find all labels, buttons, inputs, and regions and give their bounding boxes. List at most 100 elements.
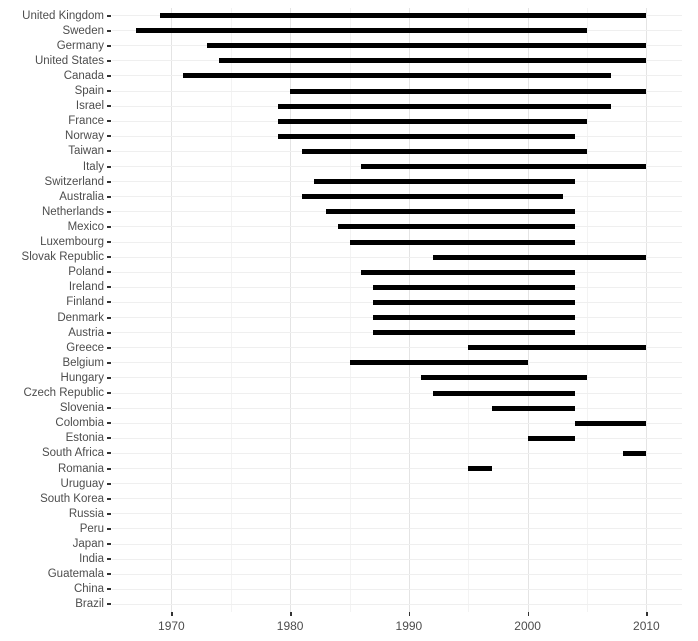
row-gridline <box>112 483 682 485</box>
row-gridline <box>112 558 682 560</box>
country-label: Poland <box>68 266 104 279</box>
range-bar <box>313 179 576 185</box>
country-label: Greece <box>66 341 104 354</box>
y-tick-mark <box>107 422 111 425</box>
country-label: Romania <box>57 462 104 475</box>
x-tick-mark <box>290 612 292 616</box>
row-gridline <box>112 573 682 575</box>
country-label: Hungary <box>60 371 104 384</box>
x-gridline-minor <box>349 8 351 612</box>
plot-panel <box>112 8 682 612</box>
country-label: Japan <box>72 538 104 551</box>
range-bar <box>278 133 576 139</box>
range-bar <box>183 73 611 79</box>
country-label: Austria <box>68 326 104 339</box>
y-tick-mark <box>107 512 111 515</box>
y-tick-mark <box>107 241 111 244</box>
x-gridline-minor <box>587 8 588 612</box>
range-bar <box>278 103 611 109</box>
y-tick-mark <box>107 14 111 17</box>
row-gridline <box>112 513 682 515</box>
range-bar <box>492 405 576 411</box>
range-bar <box>432 254 647 260</box>
y-tick-mark <box>107 120 111 123</box>
y-tick-mark <box>107 346 111 349</box>
y-tick-mark <box>107 452 111 455</box>
range-bar <box>278 118 587 124</box>
range-bar <box>373 299 576 305</box>
row-gridline <box>112 603 682 605</box>
y-tick-mark <box>107 74 111 77</box>
y-tick-mark <box>107 29 111 32</box>
country-label: Sweden <box>62 24 104 37</box>
row-gridline <box>112 452 682 454</box>
y-tick-mark <box>107 225 111 228</box>
y-tick-mark <box>107 588 111 591</box>
y-axis: United Kingdom Sweden Germany United States… <box>0 8 104 612</box>
y-tick-mark <box>107 437 111 440</box>
x-axis: 1970 1980 1990 2000 2010 <box>0 612 698 641</box>
y-tick-mark <box>107 392 111 395</box>
y-tick-mark <box>107 301 111 304</box>
y-tick-mark <box>107 361 111 364</box>
y-tick-mark <box>107 195 111 198</box>
y-tick-mark <box>107 90 111 93</box>
x-gridline-minor <box>230 8 232 612</box>
country-label: Guatemala <box>47 568 104 581</box>
row-gridline <box>112 437 682 439</box>
country-label: Peru <box>79 522 104 535</box>
x-tick-mark <box>171 612 173 616</box>
y-tick-mark <box>107 271 111 274</box>
range-bar <box>373 315 576 321</box>
country-label: China <box>73 583 104 596</box>
country-label: Colombia <box>55 417 104 430</box>
country-label: France <box>68 115 104 128</box>
y-tick-mark <box>107 603 111 606</box>
country-label: Uruguay <box>60 477 104 490</box>
x-tick-mark <box>527 612 530 616</box>
y-tick-mark <box>107 210 111 213</box>
y-tick-mark <box>107 467 111 470</box>
row-gridline <box>112 468 682 470</box>
country-label: Czech Republic <box>23 387 104 400</box>
range-bar <box>373 284 576 290</box>
country-label: Estonia <box>65 432 104 445</box>
y-tick-mark <box>107 59 111 62</box>
country-label: United States <box>34 54 104 67</box>
range-bar <box>349 239 576 245</box>
country-label: Luxembourg <box>40 236 104 249</box>
range-bar <box>361 164 647 170</box>
row-gridline <box>112 498 682 500</box>
country-label: Slovak Republic <box>21 251 104 264</box>
country-label: Australia <box>59 190 104 203</box>
range-bar <box>337 224 576 230</box>
row-gridline <box>112 588 682 590</box>
country-label: India <box>79 553 104 566</box>
x-tick-label: 1970 <box>158 619 185 633</box>
country-label: Israel <box>75 100 104 113</box>
y-tick-mark <box>107 407 111 410</box>
country-label: Spain <box>74 85 104 98</box>
y-tick-mark <box>107 165 111 168</box>
y-tick-mark <box>107 573 111 576</box>
x-tick-mark <box>646 612 648 616</box>
y-tick-mark <box>107 44 111 47</box>
range-bar <box>432 390 576 396</box>
y-tick-mark <box>107 135 111 138</box>
country-label: Slovenia <box>59 402 104 415</box>
y-tick-mark <box>107 482 111 485</box>
range-bar <box>207 43 647 49</box>
x-gridline-major <box>527 8 529 612</box>
y-tick-mark <box>107 558 111 561</box>
x-gridline-major <box>646 8 648 612</box>
row-gridline <box>112 407 682 409</box>
row-gridline <box>112 543 682 545</box>
row-gridline <box>112 528 682 530</box>
country-label: Netherlands <box>41 205 104 218</box>
country-label: Denmark <box>57 311 104 324</box>
country-label: Taiwan <box>68 145 104 158</box>
range-bar <box>302 148 587 154</box>
range-bar <box>527 435 576 441</box>
x-tick-label: 1990 <box>395 619 423 633</box>
country-label: Russia <box>68 507 104 520</box>
